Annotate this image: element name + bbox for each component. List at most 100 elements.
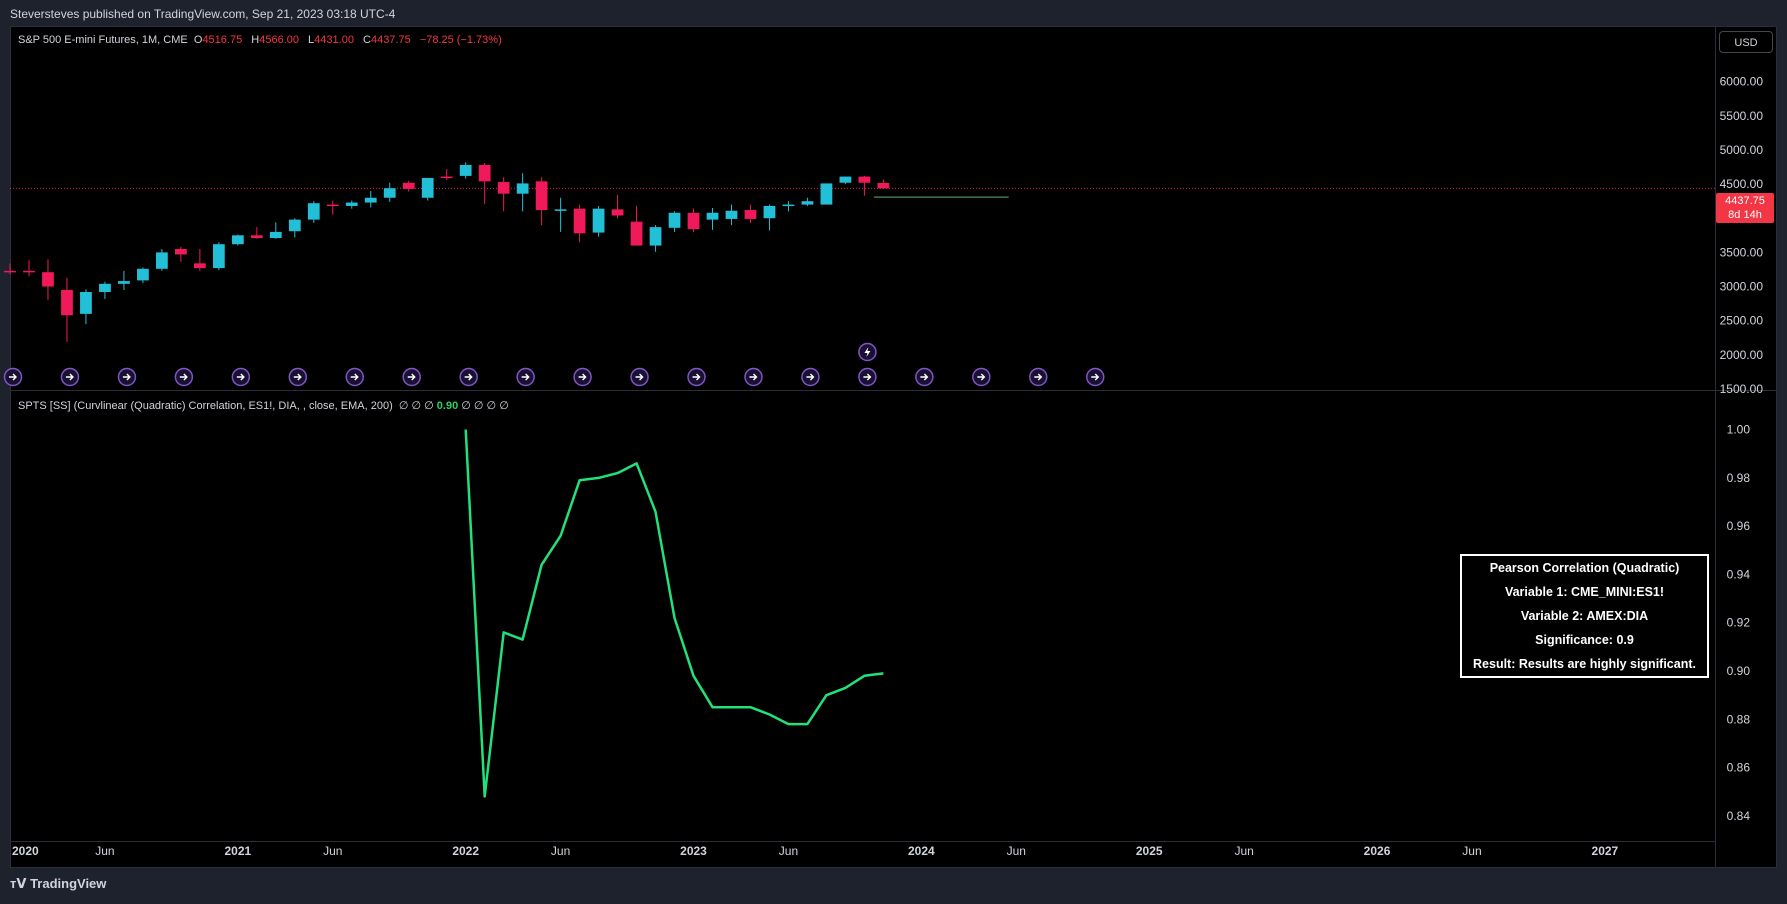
event-marker-icon[interactable] (1029, 367, 1048, 387)
indicator-value: 0.90 (436, 400, 459, 412)
candle-body (744, 210, 757, 219)
pane-divider[interactable] (10, 390, 1777, 391)
price-axis-tick-label: 3000.00 (1720, 280, 1764, 294)
candle-body (706, 212, 719, 220)
event-marker-icon[interactable] (972, 367, 991, 387)
event-marker-icon[interactable] (174, 367, 194, 387)
event-marker-icon[interactable] (459, 367, 478, 387)
event-marker-icon[interactable] (687, 367, 706, 387)
price-axis-tick-label: 2000.00 (1720, 348, 1764, 362)
indicator-legend[interactable]: SPTS [SS] (Curvlinear (Quadratic) Correl… (18, 399, 509, 412)
correlation-axis-tick-label: 0.90 (1727, 664, 1751, 678)
candle-body (782, 204, 795, 207)
candle-body (4, 270, 16, 273)
time-axis-tick-label: Jun (1007, 844, 1026, 858)
event-marker-icon[interactable] (915, 367, 934, 387)
event-marker-icon[interactable] (801, 367, 820, 387)
open-value: 4516.75 (202, 34, 243, 46)
event-marker-icon[interactable] (117, 367, 137, 387)
candle-body (402, 182, 415, 189)
indicator-empty-values-before: ∅ ∅ ∅ (398, 400, 434, 412)
low-label: L (308, 34, 315, 46)
close-value: 4437.75 (370, 34, 411, 46)
time-axis-tick-label: 2026 (1364, 844, 1391, 858)
stats-table-title: Pearson Correlation (Quadratic) (1489, 561, 1680, 575)
stats-table-row: Result: Results are highly significant. (1473, 657, 1696, 671)
last-price-label: 4437.75 8d 14h (1716, 193, 1774, 223)
event-marker-icon[interactable] (630, 367, 649, 387)
open-label: O (193, 34, 203, 46)
candle-body (592, 208, 605, 233)
time-axis-tick-label: Jun (1462, 844, 1481, 858)
candle-body (61, 289, 73, 316)
event-marker-icon[interactable] (345, 367, 365, 387)
candle-body (820, 183, 833, 205)
tradingview-logo[interactable]: ᴛ𝗩 TradingView (10, 876, 106, 892)
event-marker-icon[interactable] (1085, 367, 1105, 387)
candle-body (554, 209, 567, 211)
candle-body (326, 204, 339, 207)
event-marker-icon[interactable] (231, 367, 251, 387)
tv-logo-text: TradingView (30, 876, 107, 891)
indicator-empty-values-after: ∅ ∅ ∅ ∅ (461, 400, 509, 412)
candle-body (307, 203, 320, 220)
price-axis-tick-label: 2500.00 (1720, 314, 1764, 328)
main-series-legend[interactable]: S&P 500 E-mini Futures, 1M, CME O4516.75… (18, 34, 508, 46)
candle-body (459, 164, 472, 176)
currency-button[interactable]: USD (1719, 31, 1773, 53)
correlation-axis-tick-label: 0.86 (1727, 761, 1751, 775)
event-marker-icon[interactable] (60, 367, 80, 387)
chart-frame[interactable] (10, 26, 1777, 868)
event-marker-icon[interactable] (402, 367, 421, 387)
time-axis-tick-label: 2020 (12, 844, 39, 858)
event-marker-icon[interactable] (516, 367, 535, 387)
time-scale-border (10, 841, 1716, 842)
candle-body (156, 252, 168, 269)
time-axis-tick-label: 2023 (680, 844, 707, 858)
candle-body (763, 205, 776, 219)
candle-body (42, 272, 54, 287)
candle-body (80, 292, 92, 314)
bar-countdown: 8d 14h (1728, 209, 1762, 221)
event-marker-icon[interactable] (573, 367, 592, 387)
candle-body (478, 164, 491, 182)
candle-body (23, 270, 35, 273)
correlation-axis-tick-label: 0.84 (1727, 809, 1751, 823)
correlation-axis-tick-label: 0.94 (1727, 567, 1751, 581)
indicator-title[interactable]: SPTS [SS] (Curvlinear (Quadratic) Correl… (18, 400, 393, 412)
candle-body (212, 244, 225, 269)
correlation-axis-tick-label: 0.92 (1727, 616, 1751, 630)
candle-body (535, 181, 548, 211)
time-axis-tick-label: 2025 (1136, 844, 1163, 858)
candle-body (668, 212, 681, 228)
price-axis-tick-label: 3500.00 (1720, 245, 1764, 259)
event-marker-icon[interactable] (858, 367, 877, 387)
candle-body (99, 283, 111, 293)
correlation-axis-tick-label: 0.96 (1727, 519, 1751, 533)
candle-body (839, 176, 852, 183)
event-marker-icon[interactable] (3, 367, 23, 387)
event-marker-icon[interactable] (288, 367, 308, 387)
symbol-title[interactable]: S&P 500 E-mini Futures, 1M, CME (18, 34, 188, 46)
time-axis-tick-label: 2024 (908, 844, 935, 858)
low-value: 4431.00 (314, 34, 354, 46)
price-axis-tick-label: 5000.00 (1720, 143, 1764, 157)
candle-body (877, 182, 890, 189)
candle-body (801, 201, 814, 205)
price-axis-tick-label: 4500.00 (1720, 177, 1764, 191)
price-axis-tick-label: 6000.00 (1720, 75, 1764, 89)
candle-body (516, 183, 529, 194)
candle-body (364, 197, 377, 203)
candle-body (118, 281, 130, 284)
candle-body (725, 210, 738, 219)
candle-body (345, 202, 358, 206)
time-axis-tick-label: Jun (551, 844, 570, 858)
candle-body (611, 209, 624, 216)
correlation-axis-tick-label: 1.00 (1727, 423, 1751, 437)
close-label: C (363, 34, 371, 46)
event-marker-icon[interactable] (744, 367, 763, 387)
candle-body (630, 221, 643, 246)
lightning-event-icon[interactable] (858, 342, 877, 362)
candle-body (421, 177, 434, 198)
